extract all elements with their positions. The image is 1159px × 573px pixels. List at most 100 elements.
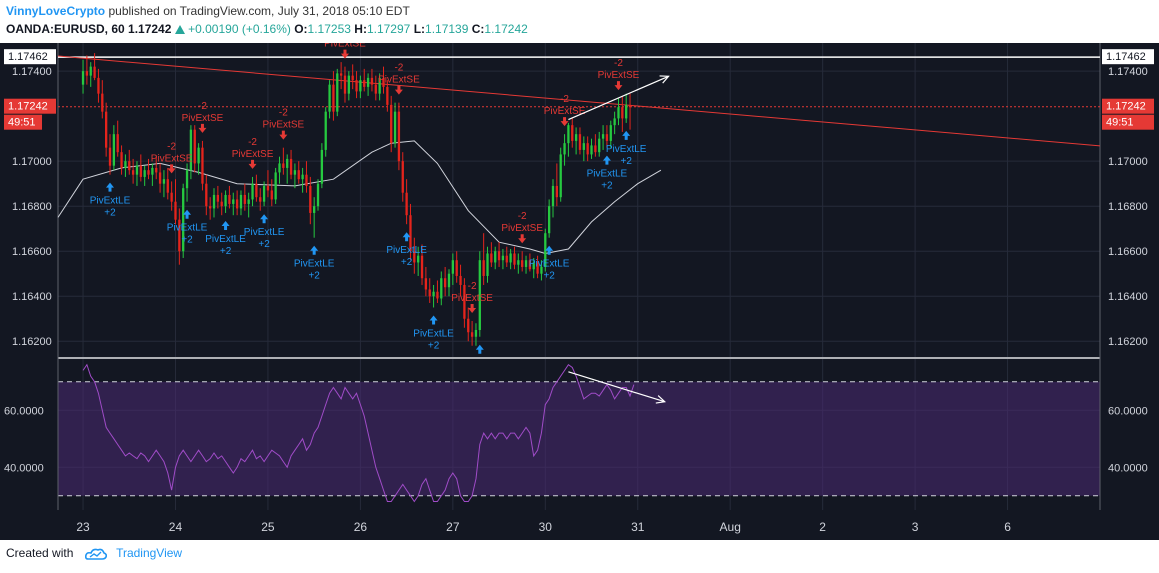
- x-tick-label: Aug: [720, 520, 741, 534]
- candle-body: [613, 118, 616, 126]
- oscillator-divergence-arrow-head: [655, 395, 667, 404]
- candle-body: [220, 201, 223, 207]
- oscillator-tick-label-left: 40.0000: [4, 462, 44, 474]
- chart-area[interactable]: 23 24 25 26 27 30 31 Aug 2 3 6 1.17400 1.17400 1.1700…: [0, 27, 1159, 543]
- candle-body: [494, 251, 497, 263]
- long-signal-qty: +2: [220, 246, 232, 257]
- long-signal-label: PivExtLE: [386, 245, 427, 256]
- author-link[interactable]: VinnyLoveCrypto: [6, 4, 106, 18]
- candle-body: [193, 129, 196, 164]
- candle-body: [513, 253, 516, 265]
- candle-body: [578, 134, 582, 150]
- short-entry-arrow-icon: [248, 159, 257, 169]
- candle-body: [536, 262, 539, 274]
- short-signal-label: PivExtSE: [182, 113, 224, 124]
- candle-body: [432, 291, 435, 297]
- candle-body: [81, 71, 85, 85]
- short-signal-label: PivExtSE: [324, 43, 366, 50]
- candle-body: [397, 111, 401, 162]
- low-value: 1.17139: [425, 22, 469, 36]
- short-signal-label: PivExtSE: [598, 70, 640, 81]
- candle-body: [370, 77, 374, 85]
- candle-body: [455, 260, 458, 276]
- candle-body: [293, 170, 297, 175]
- x-tick-label: 23: [76, 520, 90, 534]
- price-chart-svg[interactable]: 23 24 25 26 27 30 31 Aug 2 3 61.174001.174001.1700…: [0, 27, 1159, 543]
- candle-body: [212, 194, 216, 209]
- short-signal-label: PivExtSE: [151, 153, 193, 164]
- candle-body: [313, 206, 316, 213]
- candle-body: [332, 84, 335, 112]
- candle-body: [139, 165, 142, 177]
- candle-body: [517, 260, 520, 265]
- candle-body: [251, 183, 254, 200]
- resistance-price-label: 1.17462: [1106, 51, 1146, 63]
- x-tick-label: 25: [261, 520, 275, 534]
- candle-body: [85, 71, 89, 76]
- candle-body: [467, 318, 470, 333]
- candle-body: [151, 167, 154, 175]
- candle-body: [216, 194, 220, 202]
- candle-body: [170, 192, 173, 202]
- long-entry-arrow-icon: [106, 182, 115, 192]
- short-entry-arrow-icon: [468, 303, 477, 313]
- short-entry-arrow-icon: [560, 117, 569, 127]
- candle-body: [205, 183, 208, 207]
- candle-body: [104, 111, 108, 148]
- candle-body: [428, 289, 431, 297]
- candle-body: [590, 145, 593, 155]
- candle-body: [239, 194, 243, 209]
- close-value: 1.17242: [484, 22, 528, 36]
- candle-body: [343, 75, 347, 94]
- oscillator-band-fill: [58, 381, 1100, 496]
- long-entry-arrow-icon: [475, 344, 484, 354]
- y-tick-label-left: 1.16800: [12, 201, 52, 213]
- candle-body: [563, 143, 566, 155]
- y-tick-label-left: 1.16400: [12, 291, 52, 303]
- candle-body: [417, 255, 420, 263]
- candle-body: [189, 129, 193, 171]
- short-entry-arrow-icon: [340, 49, 349, 59]
- y-tick-label: 1.17000: [1108, 156, 1148, 168]
- short-signal-label: PivExtSE: [378, 75, 420, 86]
- candle-body: [347, 75, 350, 94]
- footer: Created with TradingView: [6, 546, 182, 568]
- candle-body: [601, 134, 605, 139]
- long-entry-arrow-icon: [310, 245, 319, 255]
- candle-body: [470, 332, 474, 337]
- candle-body: [301, 174, 304, 180]
- bar-countdown-label-badge: [1102, 114, 1154, 130]
- candle-body: [297, 170, 300, 180]
- long-signal-qty: +2: [308, 271, 320, 282]
- candle-body: [478, 260, 481, 330]
- long-signal-qty: +2: [258, 239, 270, 250]
- chart-header: VinnyLoveCrypto published on TradingView…: [6, 4, 1106, 40]
- short-signal-label: PivExtSE: [263, 120, 305, 131]
- candle-body: [320, 149, 324, 184]
- candle-body: [351, 75, 354, 81]
- candle-body: [328, 84, 331, 112]
- current-price-label-badge: [1102, 98, 1154, 114]
- candle-body: [451, 260, 454, 274]
- candle-body: [555, 185, 559, 198]
- candle-body: [282, 163, 285, 168]
- x-tick-label: 24: [169, 520, 183, 534]
- tradingview-link[interactable]: TradingView: [116, 546, 183, 560]
- candle-body: [401, 161, 404, 193]
- close-label: C:: [471, 22, 485, 36]
- candle-body: [594, 145, 597, 153]
- x-tick-label: 6: [1004, 520, 1011, 534]
- bar-countdown-label-left-badge: [4, 114, 42, 130]
- short-entry-arrow-icon: [394, 85, 403, 95]
- up-arrow-icon: [174, 25, 185, 34]
- candle-body: [289, 158, 293, 175]
- candle-body: [305, 174, 308, 186]
- long-entry-arrow-icon: [545, 245, 554, 255]
- candle-body: [443, 278, 447, 288]
- candle-body: [413, 251, 416, 263]
- candle-body: [185, 170, 189, 189]
- descending-trendline: [57, 55, 1101, 147]
- long-signal-label: PivExtLE: [244, 227, 285, 238]
- x-tick-label: 27: [446, 520, 460, 534]
- short-signal-qty: -2: [518, 211, 527, 222]
